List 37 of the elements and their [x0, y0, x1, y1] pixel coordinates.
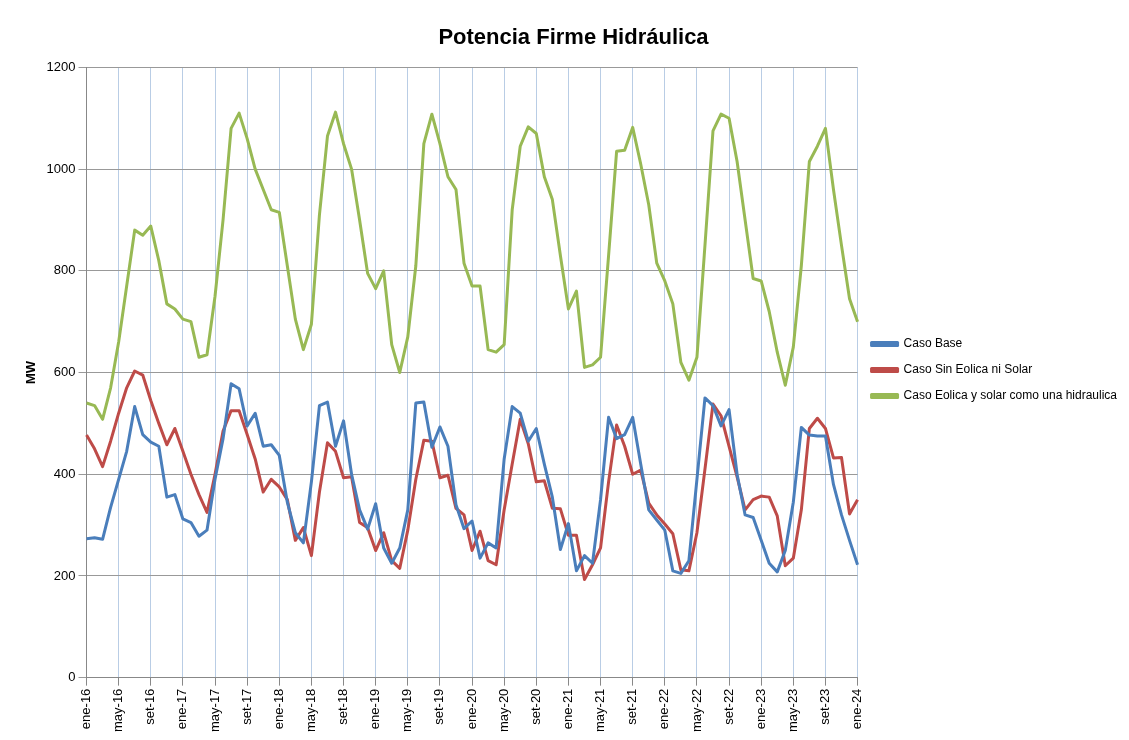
x-tick-label: set-21 — [624, 688, 640, 725]
chart-title: Potencia Firme Hidráulica — [438, 24, 710, 50]
x-tick-label: may-18 — [302, 688, 318, 733]
y-tick-label: 400 — [53, 465, 76, 481]
y-tick-label: 600 — [53, 364, 76, 380]
x-tick-label: ene-22 — [656, 688, 672, 730]
x-tick-label: set-22 — [720, 688, 736, 725]
x-tick-label: may-16 — [110, 688, 126, 733]
x-tick-label: ene-17 — [174, 688, 190, 730]
y-tick-label: 1200 — [46, 58, 76, 74]
x-tick-label: may-21 — [592, 688, 608, 733]
legend-label: Caso Eolica y solar como una hidraulica — [903, 388, 1118, 403]
x-tick-label: ene-24 — [849, 688, 865, 730]
legend-label: Caso Sin Eolica ni Solar — [903, 362, 1033, 377]
y-tick-label: 0 — [68, 669, 76, 685]
legend-label: Caso Base — [903, 336, 963, 351]
x-tick-label: ene-20 — [463, 688, 479, 730]
x-tick-label: may-17 — [206, 688, 222, 733]
x-tick-label: set-20 — [527, 688, 543, 725]
x-tick-label: may-22 — [688, 688, 704, 733]
x-tick-label: ene-21 — [560, 688, 575, 730]
x-tick-label: set-18 — [335, 688, 351, 725]
x-tick-label: ene-16 — [78, 688, 94, 730]
y-axis-title: MW — [23, 360, 39, 385]
x-tick-label: may-19 — [399, 688, 415, 733]
x-tick-label: ene-18 — [270, 688, 286, 730]
x-tick-label: ene-19 — [367, 688, 383, 730]
y-tick-label: 800 — [53, 262, 76, 278]
x-tick-label: set-17 — [238, 688, 254, 725]
x-tick-label: ene-23 — [752, 688, 768, 730]
y-tick-label: 1000 — [46, 160, 76, 176]
x-tick-label: set-23 — [817, 688, 833, 725]
x-tick-label: may-23 — [784, 688, 800, 733]
x-tick-label: set-16 — [142, 688, 158, 725]
y-tick-label: 200 — [53, 567, 76, 583]
x-tick-label: set-19 — [431, 688, 447, 725]
x-tick-label: may-20 — [495, 688, 511, 733]
